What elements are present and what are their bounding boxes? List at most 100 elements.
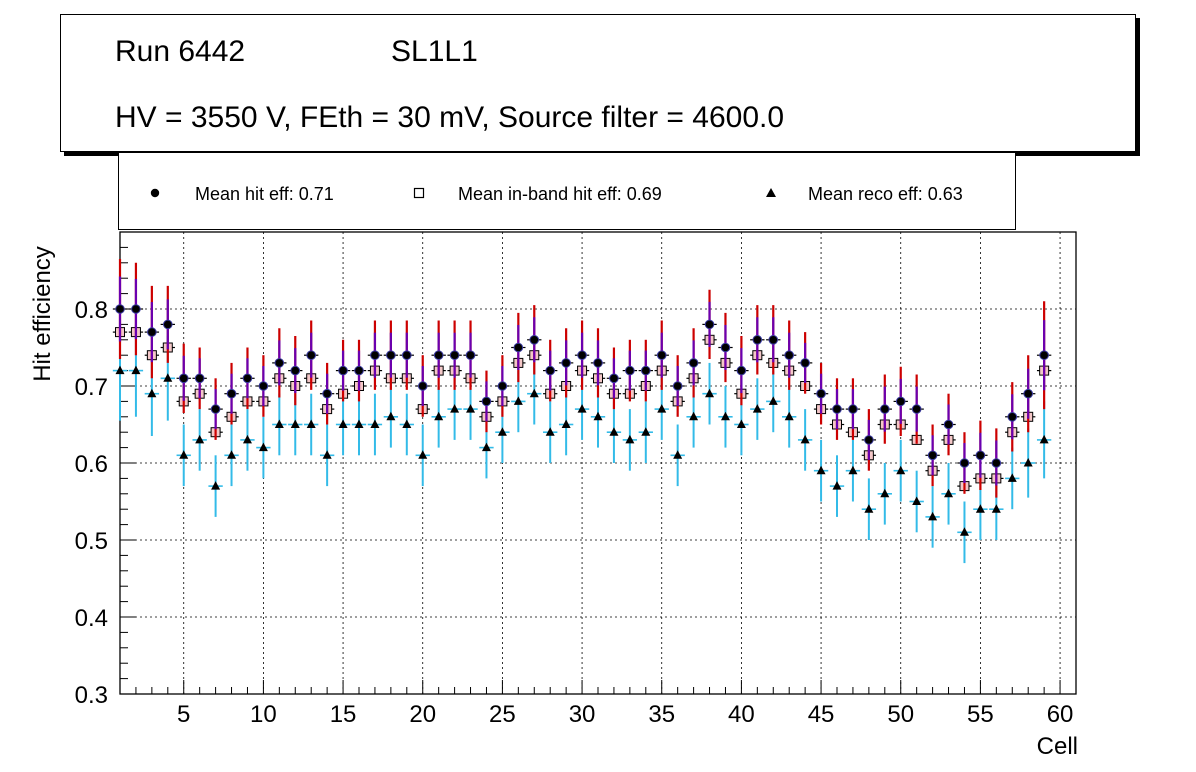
reco-point bbox=[211, 481, 221, 490]
reco-point bbox=[1007, 473, 1017, 482]
hit-point bbox=[880, 404, 890, 414]
hit-point bbox=[433, 350, 444, 361]
hit-point bbox=[593, 358, 603, 368]
reco-point bbox=[752, 404, 762, 413]
reco-point bbox=[466, 404, 476, 413]
reco-point bbox=[880, 488, 890, 498]
reco-point bbox=[402, 419, 412, 428]
hit-point bbox=[545, 365, 556, 376]
reco-point bbox=[513, 396, 523, 405]
x-tick-label: 40 bbox=[728, 701, 755, 728]
hit-point bbox=[975, 450, 986, 461]
hit-point bbox=[672, 381, 683, 391]
hit-point bbox=[481, 396, 492, 407]
hit-point bbox=[210, 404, 221, 414]
reco-point bbox=[577, 404, 587, 413]
hit-point bbox=[656, 350, 667, 361]
hit-point bbox=[370, 350, 380, 361]
reco-point bbox=[928, 511, 938, 521]
hit-point bbox=[768, 335, 779, 345]
hit-point bbox=[115, 304, 125, 314]
hit-point bbox=[816, 388, 826, 399]
reco-point bbox=[115, 365, 125, 375]
reco-point bbox=[816, 465, 826, 475]
reco-point bbox=[481, 442, 491, 452]
hit-point bbox=[848, 404, 858, 414]
reco-point bbox=[784, 411, 794, 421]
hit-point bbox=[991, 458, 1002, 468]
legend-hit-marker-icon bbox=[150, 188, 160, 198]
hit-point bbox=[561, 358, 571, 368]
hit-point bbox=[1007, 412, 1018, 422]
reco-point bbox=[705, 388, 715, 398]
hit-point bbox=[194, 373, 205, 384]
hit-point bbox=[895, 396, 906, 407]
hit-point bbox=[927, 450, 938, 461]
x-axis-label: Cell bbox=[1037, 733, 1078, 760]
reco-point bbox=[609, 427, 619, 436]
reco-point bbox=[242, 434, 252, 444]
hit-point bbox=[131, 304, 141, 314]
hit-point bbox=[513, 342, 524, 353]
x-tick-label: 45 bbox=[808, 701, 835, 728]
legend-inband-label: Mean in-band hit eff: 0.69 bbox=[458, 184, 662, 204]
reco-point bbox=[991, 504, 1001, 513]
reco-point bbox=[593, 411, 603, 421]
reco-point bbox=[131, 365, 141, 375]
legend-reco-label: Mean reco eff: 0.63 bbox=[808, 184, 963, 204]
y-tick-label: 0.3 bbox=[75, 682, 108, 709]
hit-point bbox=[784, 350, 795, 361]
reco-point bbox=[322, 450, 332, 459]
hit-point bbox=[163, 319, 173, 330]
hit-point bbox=[864, 435, 874, 445]
reco-point bbox=[386, 411, 396, 421]
reco-point bbox=[641, 427, 651, 436]
run-parameters: HV = 3550 V, FEth = 30 mV, Source filter… bbox=[115, 101, 785, 134]
hit-point bbox=[226, 388, 237, 399]
y-tick-label: 0.8 bbox=[75, 297, 108, 324]
hit-point bbox=[147, 327, 157, 337]
y-tick-label: 0.4 bbox=[75, 605, 108, 632]
reco-point bbox=[450, 404, 460, 413]
reco-point bbox=[800, 434, 810, 444]
reco-point bbox=[434, 411, 444, 421]
hit-point bbox=[959, 458, 970, 468]
hit-point bbox=[306, 350, 317, 361]
reco-point bbox=[195, 434, 205, 444]
hit-point bbox=[290, 365, 301, 376]
reco-point bbox=[179, 450, 189, 459]
reco-point bbox=[418, 450, 428, 459]
hit-point bbox=[497, 381, 508, 391]
reco-point bbox=[768, 396, 778, 405]
x-tick-label: 50 bbox=[887, 701, 914, 728]
hit-point bbox=[386, 350, 396, 361]
run-number: Run 6442 bbox=[115, 35, 246, 68]
x-tick-label: 25 bbox=[489, 701, 516, 728]
hit-point bbox=[338, 365, 348, 376]
reco-point bbox=[497, 427, 507, 436]
x-tick-label: 35 bbox=[648, 701, 675, 728]
reco-point bbox=[529, 388, 539, 398]
hit-point bbox=[402, 350, 412, 361]
hit-point bbox=[704, 319, 715, 330]
reco-point bbox=[944, 488, 954, 498]
reco-point bbox=[736, 419, 746, 428]
data-layer bbox=[112, 258, 1052, 564]
reco-point bbox=[848, 465, 858, 475]
reco-point bbox=[896, 465, 906, 475]
y-tick-label: 0.6 bbox=[75, 451, 108, 478]
legend-hit-label: Mean hit eff: 0.71 bbox=[195, 184, 334, 204]
hit-point bbox=[417, 381, 428, 391]
hit-point bbox=[577, 350, 587, 361]
hit-point bbox=[258, 381, 269, 391]
reco-point bbox=[290, 419, 300, 428]
hit-point bbox=[1039, 350, 1049, 361]
legend: Mean hit eff: 0.71 Mean in-band hit eff:… bbox=[118, 152, 1016, 230]
reco-point bbox=[912, 496, 922, 505]
hit-point bbox=[688, 358, 699, 368]
reco-point bbox=[657, 404, 667, 413]
reco-point bbox=[545, 427, 555, 436]
reco-point bbox=[1023, 458, 1033, 467]
reco-point bbox=[354, 419, 364, 428]
